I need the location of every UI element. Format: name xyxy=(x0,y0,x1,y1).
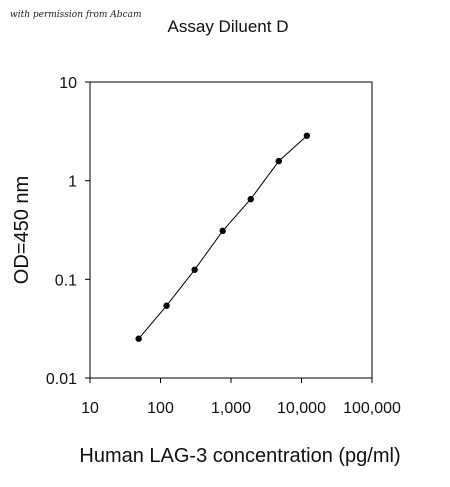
data-point xyxy=(303,132,311,139)
chart-title: Assay Diluent D xyxy=(167,17,289,36)
data-point xyxy=(163,302,170,309)
data-points xyxy=(135,132,311,342)
series-line xyxy=(138,135,308,340)
data-point xyxy=(219,227,226,235)
x-tick-label: 100 xyxy=(147,400,174,417)
y-ticks: 0.01 0.1 1 10 xyxy=(46,75,90,388)
y-tick-label: 0.1 xyxy=(55,272,77,289)
data-point xyxy=(275,157,283,165)
data-point xyxy=(135,335,142,342)
y-axis-label: OD=450 nm xyxy=(11,176,33,284)
watermark-text: with permission from Abcam xyxy=(10,10,142,20)
x-tick-label: 10 xyxy=(81,400,99,417)
data-point xyxy=(191,266,198,273)
y-tick-label: 1 xyxy=(68,174,77,191)
y-tick-label: 0.01 xyxy=(46,371,77,388)
data-point xyxy=(247,195,254,203)
x-tick-label: 1,000 xyxy=(211,400,251,417)
plot-frame xyxy=(89,81,373,379)
x-axis-label: Human LAG-3 concentration (pg/ml) xyxy=(79,445,400,467)
y-tick-label: 10 xyxy=(59,75,77,92)
x-ticks: 10 100 1,000 10,000 100,000 xyxy=(81,378,401,417)
x-tick-label: 100,000 xyxy=(343,400,401,417)
x-tick-label: 10,000 xyxy=(277,400,326,417)
